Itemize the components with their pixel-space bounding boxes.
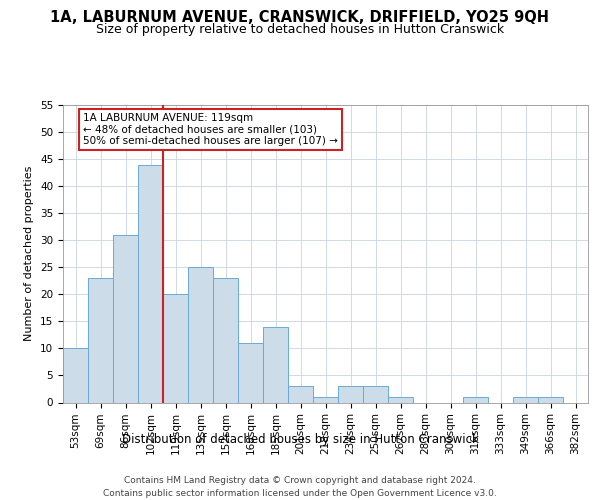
Bar	[238, 343, 263, 402]
Bar	[138, 164, 163, 402]
Bar	[463, 397, 488, 402]
Text: Contains public sector information licensed under the Open Government Licence v3: Contains public sector information licen…	[103, 489, 497, 498]
Bar	[63, 348, 88, 403]
Bar	[163, 294, 188, 403]
Text: Size of property relative to detached houses in Hutton Cranswick: Size of property relative to detached ho…	[96, 22, 504, 36]
Bar	[188, 268, 213, 402]
Bar	[263, 327, 288, 402]
Bar	[213, 278, 238, 402]
Text: Contains HM Land Registry data © Crown copyright and database right 2024.: Contains HM Land Registry data © Crown c…	[124, 476, 476, 485]
Bar	[363, 386, 388, 402]
Text: Distribution of detached houses by size in Hutton Cranswick: Distribution of detached houses by size …	[122, 432, 478, 446]
Bar	[538, 397, 563, 402]
Bar	[388, 397, 413, 402]
Text: 1A, LABURNUM AVENUE, CRANSWICK, DRIFFIELD, YO25 9QH: 1A, LABURNUM AVENUE, CRANSWICK, DRIFFIEL…	[50, 10, 550, 25]
Bar	[313, 397, 338, 402]
Bar	[88, 278, 113, 402]
Bar	[513, 397, 538, 402]
Bar	[288, 386, 313, 402]
Bar	[113, 235, 138, 402]
Y-axis label: Number of detached properties: Number of detached properties	[25, 166, 34, 342]
Text: 1A LABURNUM AVENUE: 119sqm
← 48% of detached houses are smaller (103)
50% of sem: 1A LABURNUM AVENUE: 119sqm ← 48% of deta…	[83, 113, 338, 146]
Bar	[338, 386, 363, 402]
